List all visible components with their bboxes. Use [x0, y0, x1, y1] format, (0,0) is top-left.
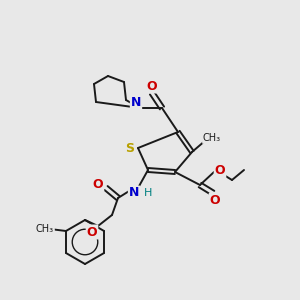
Text: O: O: [87, 226, 97, 238]
Text: O: O: [215, 164, 225, 178]
Text: CH₃: CH₃: [36, 224, 54, 234]
Text: O: O: [93, 178, 103, 190]
Text: N: N: [129, 187, 139, 200]
Text: N: N: [131, 97, 141, 110]
Text: O: O: [210, 194, 220, 206]
Text: S: S: [125, 142, 134, 154]
Text: CH₃: CH₃: [203, 133, 221, 143]
Text: H: H: [144, 188, 152, 198]
Text: O: O: [147, 80, 157, 92]
